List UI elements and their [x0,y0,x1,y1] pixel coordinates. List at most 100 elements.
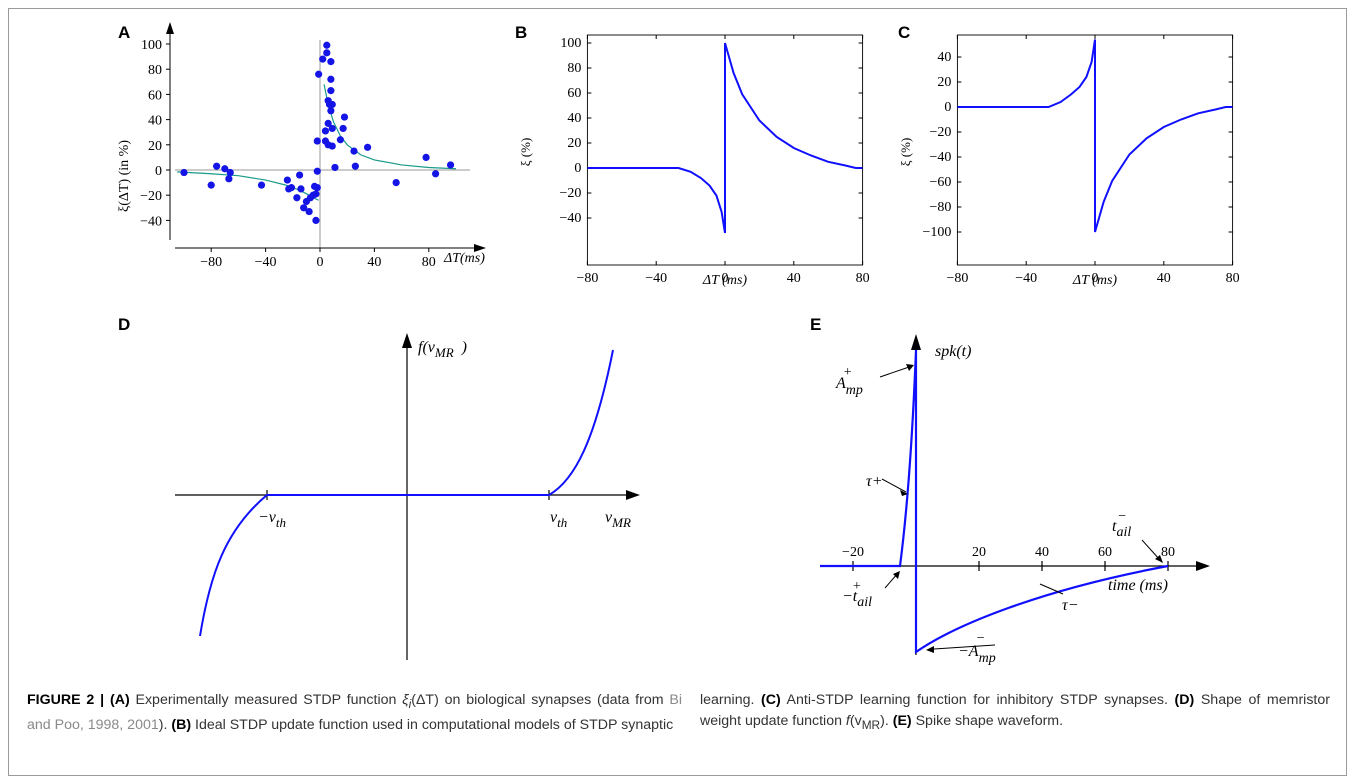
b-y-tick-label: 20 [567,136,581,151]
b-y-tick-label: 40 [567,111,581,126]
e-yaxis-label: spk(t) [935,343,971,360]
c-x-tick-label: −80 [946,271,968,286]
a-data-point [432,170,440,178]
b-series-line [587,42,863,234]
panel-b-chart: B −80 −40 0 40 80 100 80 60 40 20 0 −20 −40 ξ (%) ΔT… [515,23,870,288]
e-x-axis-arrow [1196,561,1210,571]
a-x-tick-label: 80 [422,255,436,270]
a-data-point [293,194,301,202]
a-data-point [313,137,321,145]
c-y-tick-label: −100 [922,225,951,240]
panel-b-xlabel: ΔT (ms) [702,273,747,288]
a-data-point [226,168,234,177]
figure-caption-right: learning. (C) Anti-STDP learning functio… [700,692,1330,732]
c-x-tick-label: 0 [1092,271,1099,286]
b-x-tick-label: 80 [856,271,870,286]
a-y-tick-label: 80 [148,63,162,78]
a-data-point [331,163,339,172]
a-data-point [296,171,304,179]
a-x-tick-label: −80 [200,255,222,270]
d-y-axis-arrow [402,333,412,348]
panel-d-diagram: D f(vMR) −vth vth vMR [118,315,640,660]
figure-frame [8,8,1347,776]
e-a-plus-label: Amp+ [835,365,863,398]
e-x-tick-label: 40 [1035,545,1049,560]
b-y-tick-label: 100 [560,36,581,51]
panel-d-letter: D [118,315,130,334]
b-x-tick-label: −80 [576,271,598,286]
caption-figure-number: FIGURE 2 | [27,692,105,708]
panel-a-ylabel: ξ(ΔT) (in %) [117,140,132,212]
e-t-ail-plus-label: −tail+ [842,579,872,610]
a-x-tick-label: −40 [255,255,277,270]
a-data-point [392,179,400,187]
b-y-tick-label: 60 [567,86,581,101]
panel-e-letter: E [810,315,821,334]
a-data-point [207,181,215,189]
e-spike-waveform [820,349,1169,655]
caption-citation-link[interactable]: Bi and Poo, 1998, 2001 [27,692,683,733]
panel-c-xlabel: ΔT (ms) [1072,273,1117,288]
a-y-tick-label: 40 [148,114,162,129]
a-data-point [336,136,344,144]
panel-b-letter: B [515,23,527,42]
a-data-point [297,185,305,193]
b-y-tick-label: 0 [574,161,581,176]
a-data-point [312,216,320,224]
a-data-point [287,184,296,192]
a-data-point [283,176,291,184]
a-data-point [328,100,336,109]
panel-b-ylabel: ξ (%) [518,138,533,167]
panel-e-diagram: E −20 20 40 60 80 spk(t) time (ms) Amp+ τ+ τ… [810,315,1210,666]
d-weight-update-curve [199,349,614,637]
a-data-point [323,41,331,49]
d-yaxis-label: f(vMR) [418,339,467,360]
e-tau-plus-label: τ+ [866,473,883,490]
caption-d-marker: (D) [1174,692,1195,708]
a-data-point [328,124,336,133]
a-data-point [319,55,327,63]
b-y-tick-label: −40 [559,211,581,226]
caption-a-marker: (A) [109,692,130,708]
panel-a-xlabel: ΔT(ms) [443,251,485,266]
a-data-point [321,127,330,135]
a-y-tick-label: 100 [141,38,162,53]
a-data-point [446,161,455,169]
figure-caption-left: FIGURE 2 | (A) Experimentally measured S… [27,692,683,733]
a-data-point [221,165,229,173]
a-x-axis-arrow [474,244,486,252]
e-a-minus-label: −Amp− [958,631,996,666]
b-x-tick-label: 0 [722,271,729,286]
a-data-point [327,75,335,83]
d-neg-th-label: −vth [258,509,286,530]
b-x-tick-label: 40 [787,271,801,286]
a-data-point [328,142,336,150]
b-y-tick-label: −20 [559,186,581,201]
a-data-point [305,207,313,216]
caption-e-marker: (E) [892,713,912,729]
e-xaxis-label: time (ms) [1108,577,1168,594]
a-data-point [323,49,331,57]
a-data-point [340,113,349,121]
e-x-tick-label: 80 [1161,545,1175,560]
e-t-ail-minus-label: tail− [1112,509,1131,540]
a-data-point [180,168,188,177]
caption-c-marker: (C) [761,692,781,708]
e-x-tick-label: 60 [1098,545,1112,560]
d-pos-th-label: vth [550,509,567,530]
e-x-tick-label: −20 [842,545,864,560]
panel-c-chart: C −80 −40 0 40 80 40 20 0 −20 −40 −60 −80 −100 ξ (%)… [898,23,1240,288]
c-y-tick-label: 0 [944,100,951,115]
c-series-line [957,39,1233,233]
a-data-point [422,153,430,161]
a-x-tick-label: 40 [367,255,381,270]
a-data-point [315,70,323,78]
a-data-point [364,143,372,151]
c-x-tick-label: 40 [1157,271,1171,286]
a-data-point [312,190,320,198]
a-data-point [257,181,266,189]
c-y-tick-label: 20 [937,75,951,90]
c-y-tick-label: −80 [929,200,951,215]
a-y-tick-label: 0 [155,164,162,179]
a-data-point [313,184,321,192]
